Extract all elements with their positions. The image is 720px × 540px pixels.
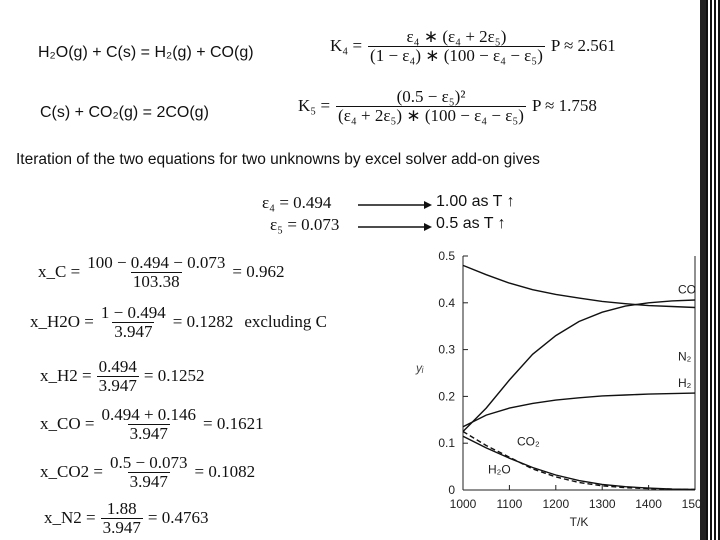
k4-rhs: P ≈ 2.561 — [550, 36, 616, 56]
series-line — [462, 264, 696, 309]
series-label: CO₂ — [517, 435, 540, 449]
series-line — [462, 299, 696, 432]
fraction-xh2o: x_H2O = 1 − 0.494 3.947 = 0.1282 excludin… — [30, 304, 327, 341]
reaction-2: C(s) + CO₂(g) = 2CO(g) — [40, 104, 209, 121]
k5-numerator: (0.5 − ε₅)² — [396, 87, 466, 106]
k5-denominator: (ε₄ + 2ε₅) ∗ (100 − ε₄ − ε₅) — [336, 105, 526, 125]
k4-equation: K₄ = ε₄ ∗ (ε₄ + 2ε₅) (1 − ε₄) ∗ (100 − ε… — [330, 28, 616, 65]
fraction-xc: x_C = 100 − 0.494 − 0.073 103.38 = 0.962 — [38, 254, 284, 291]
fraction-numerator: 1 − 0.494 — [100, 303, 166, 322]
fraction-label: x_C = — [38, 262, 81, 282]
decorative-border — [700, 0, 706, 540]
y-tick-label: 0.1 — [438, 436, 455, 450]
y-tick-label: 0.3 — [438, 343, 455, 357]
fraction-label: x_H2 = — [40, 366, 92, 386]
fraction-xn2: x_N2 = 1.88 3.947 = 0.4763 — [44, 500, 208, 537]
k4-fraction: ε₄ ∗ (ε₄ + 2ε₅) (1 − ε₄) ∗ (100 − ε₄ − ε… — [368, 28, 545, 65]
iteration-text: Iteration of the two equations for two u… — [16, 151, 540, 168]
fraction-label: x_CO = — [40, 414, 95, 434]
series-line — [462, 435, 696, 491]
k5-fraction: (0.5 − ε₅)² (ε₄ + 2ε₅) ∗ (100 − ε₄ − ε₅) — [336, 88, 526, 125]
fraction-denominator: 3.947 — [112, 321, 155, 341]
fraction-numerator: 0.5 − 0.073 — [109, 453, 188, 472]
series-label: H₂O — [488, 463, 511, 477]
fraction-denominator: 3.947 — [127, 471, 170, 491]
fraction-result: = 0.4763 — [147, 508, 209, 528]
fraction-denominator: 3.947 — [96, 375, 139, 395]
k5-rhs: P ≈ 1.758 — [531, 96, 597, 116]
series-line — [462, 392, 696, 428]
result-eps5: ε₅ = 0.073 — [270, 215, 340, 234]
series-label: H₂ — [678, 376, 692, 390]
y-tick-label: 0 — [448, 483, 455, 497]
fraction-result: = 0.1621 — [203, 414, 264, 434]
decorative-border — [706, 0, 720, 540]
fraction-numerator: 0.494 — [98, 357, 137, 376]
fraction-numerator: 0.494 + 0.146 — [101, 405, 197, 424]
fraction-result: = 0.1282 — [172, 312, 234, 332]
fraction-label: x_N2 = — [44, 508, 96, 528]
x-tick-label: 1000 — [450, 497, 477, 511]
fraction-denominator: 3.947 — [127, 423, 170, 443]
y-tick-label: 0.5 — [438, 249, 455, 263]
fraction-result: = 0.962 — [232, 262, 285, 282]
result-eps4-trend: 1.00 as T ↑ — [436, 193, 515, 210]
x-tick-label: 1100 — [496, 497, 522, 511]
fraction-label: x_H2O = — [30, 312, 94, 332]
fraction-denominator: 3.947 — [100, 517, 143, 537]
result-eps4: ε₄ = 0.494 — [262, 193, 332, 212]
fraction-result: = 0.1252 — [143, 366, 205, 386]
arrow-icon — [358, 223, 432, 231]
x-tick-label: 1300 — [589, 497, 616, 511]
k5-equation: K₅ = (0.5 − ε₅)² (ε₄ + 2ε₅) ∗ (100 − ε₄ … — [298, 88, 597, 125]
k4-lhs: K₄ = — [330, 36, 363, 56]
fraction-numerator: 100 − 0.494 − 0.073 — [87, 253, 226, 272]
fraction-numerator: 1.88 — [106, 499, 137, 518]
fraction-note: excluding C — [244, 312, 327, 332]
fraction-xh2: x_H2 = 0.494 3.947 = 0.1252 — [40, 358, 204, 395]
y-tick-label: 0.2 — [438, 389, 455, 403]
x-tick-label: 1400 — [635, 497, 662, 511]
x-tick-label: 1200 — [542, 497, 569, 511]
fraction-result: = 0.1082 — [194, 462, 256, 482]
k5-lhs: K₅ = — [298, 96, 331, 116]
k4-numerator: ε₄ ∗ (ε₄ + 2ε₅) — [406, 27, 507, 46]
k4-denominator: (1 − ε₄) ∗ (100 − ε₄ − ε₅) — [368, 45, 545, 65]
x-axis-label: T/K — [570, 515, 589, 529]
y-axis-label: yᵢ — [415, 361, 424, 375]
equilibrium-chart: 0 0.1 0.2 0.3 0.4 0.5 1000 1100 1200 1300 1400 1500… — [415, 249, 700, 529]
fraction-label: x_CO2 = — [40, 462, 103, 482]
y-tick-label: 0.4 — [438, 296, 455, 310]
fraction-xco: x_CO = 0.494 + 0.146 3.947 = 0.1621 — [40, 406, 264, 443]
fraction-denominator: 103.38 — [130, 271, 182, 291]
reaction-1: H₂O(g) + C(s) = H₂(g) + CO(g) — [38, 44, 254, 61]
series-label: CO — [678, 282, 696, 296]
result-eps5-trend: 0.5 as T ↑ — [436, 215, 506, 232]
series-line — [462, 430, 696, 491]
arrow-icon — [358, 201, 432, 209]
series-label: N₂ — [678, 350, 692, 364]
x-tick-label: 1500 — [682, 497, 700, 511]
fraction-xco2: x_CO2 = 0.5 − 0.073 3.947 = 0.1082 — [40, 454, 255, 491]
